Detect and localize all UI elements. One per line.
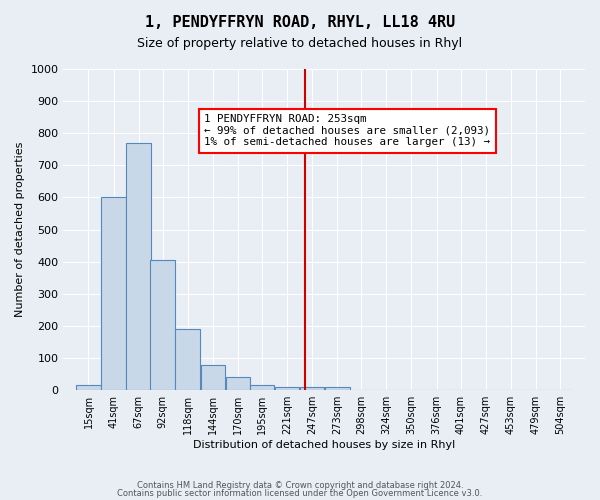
Bar (127, 143, 151, 390)
Text: Contains public sector information licensed under the Open Government Licence v3: Contains public sector information licen… (118, 490, 482, 498)
Bar (250, 384, 274, 390)
Text: Contains HM Land Registry data © Crown copyright and database right 2024.: Contains HM Land Registry data © Crown c… (137, 480, 463, 490)
Bar (275, 387, 299, 390)
Text: Size of property relative to detached houses in Rhyl: Size of property relative to detached ho… (137, 38, 463, 51)
Bar (325, 387, 350, 390)
X-axis label: Distribution of detached houses by size in Rhyl: Distribution of detached houses by size … (193, 440, 455, 450)
Bar (76, 386, 101, 390)
Bar (175, 329, 200, 390)
Bar (226, 378, 250, 390)
Bar (101, 198, 126, 390)
Text: 1 PENDYFFRYN ROAD: 253sqm
← 99% of detached houses are smaller (2,093)
1% of sem: 1 PENDYFFRYN ROAD: 253sqm ← 99% of detac… (204, 114, 490, 147)
Text: 1, PENDYFFRYN ROAD, RHYL, LL18 4RU: 1, PENDYFFRYN ROAD, RHYL, LL18 4RU (145, 15, 455, 30)
Bar (151, 260, 175, 390)
Y-axis label: Number of detached properties: Number of detached properties (15, 142, 25, 318)
Bar (200, 365, 225, 390)
Bar (300, 387, 325, 390)
